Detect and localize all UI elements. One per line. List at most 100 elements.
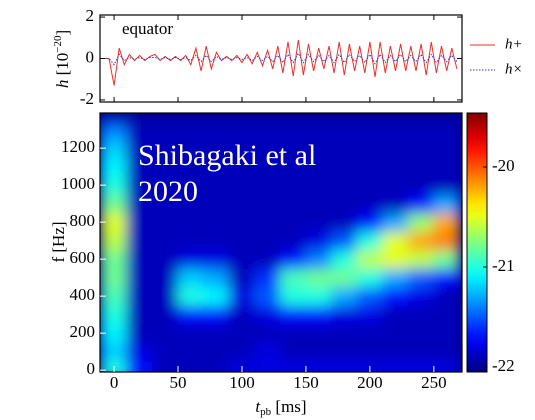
heat-cell bbox=[126, 342, 153, 362]
heat-cell bbox=[280, 120, 307, 139]
x-tick-label: 50 bbox=[170, 373, 187, 392]
heat-cell bbox=[408, 286, 435, 306]
heat-cell bbox=[203, 249, 230, 269]
heat-cell bbox=[357, 286, 384, 306]
heat-cell bbox=[433, 249, 460, 269]
heat-cell bbox=[126, 305, 153, 325]
heat-cell bbox=[305, 323, 332, 343]
heat-cell bbox=[203, 323, 230, 343]
top-y-label: h [10−20] bbox=[52, 30, 72, 88]
heat-cell bbox=[331, 268, 358, 288]
heat-cell bbox=[408, 231, 435, 251]
heat-cell bbox=[331, 231, 358, 251]
heat-cell bbox=[382, 157, 409, 177]
heat-cell bbox=[254, 342, 281, 362]
heat-cell bbox=[433, 138, 460, 158]
heat-cell bbox=[280, 342, 307, 362]
heat-cell bbox=[408, 157, 435, 177]
heat-cell bbox=[229, 231, 256, 251]
heat-cell bbox=[152, 323, 179, 343]
heat-cell bbox=[126, 249, 153, 269]
heat-cell bbox=[101, 305, 128, 325]
heat-cell bbox=[254, 175, 281, 195]
heat-cell bbox=[433, 342, 460, 362]
label-part: ] bbox=[53, 30, 72, 36]
legend-label: h× bbox=[505, 61, 523, 77]
heat-cell bbox=[229, 305, 256, 325]
heat-cell bbox=[357, 342, 384, 362]
heat-cell bbox=[305, 212, 332, 232]
label-part: −20 bbox=[52, 35, 64, 53]
y-tick-label: 1200 bbox=[61, 137, 95, 156]
heat-cell bbox=[331, 138, 358, 158]
heat-cell bbox=[178, 342, 205, 362]
annotation: 2020 bbox=[138, 175, 198, 208]
heat-cell bbox=[433, 305, 460, 325]
heat-cell bbox=[280, 286, 307, 306]
heat-cell bbox=[331, 212, 358, 232]
heat-cell bbox=[126, 360, 153, 380]
heat-cell bbox=[101, 194, 128, 214]
annotation: Shibagaki et al bbox=[138, 139, 316, 172]
heat-cell bbox=[178, 212, 205, 232]
heat-cell bbox=[254, 323, 281, 343]
heat-cell bbox=[152, 231, 179, 251]
heat-cell bbox=[101, 120, 128, 139]
y-tick-label: 1000 bbox=[61, 174, 95, 193]
heat-cell bbox=[305, 342, 332, 362]
heat-cell bbox=[178, 286, 205, 306]
heat-cell bbox=[101, 342, 128, 362]
heat-cell bbox=[433, 231, 460, 251]
heat-cell bbox=[305, 286, 332, 306]
colorbar-tick-label: -20 bbox=[492, 156, 515, 175]
x-tick-label: 150 bbox=[293, 373, 319, 392]
heat-cell bbox=[254, 305, 281, 325]
waveform bbox=[104, 40, 457, 86]
heat-cell bbox=[152, 268, 179, 288]
heat-cell bbox=[152, 212, 179, 232]
heat-cell bbox=[433, 268, 460, 288]
heat-cell bbox=[101, 268, 128, 288]
heat-cell bbox=[357, 305, 384, 325]
heat-cell bbox=[382, 305, 409, 325]
heat-cell bbox=[331, 120, 358, 139]
heat-cell bbox=[178, 268, 205, 288]
heat-cell bbox=[126, 231, 153, 251]
heat-cell bbox=[331, 249, 358, 269]
x-label: tpb [ms] bbox=[255, 397, 306, 418]
y-tick-label: 800 bbox=[70, 211, 96, 230]
heat-cell bbox=[433, 175, 460, 195]
heat-cell bbox=[433, 120, 460, 139]
x-tick-label: 100 bbox=[229, 373, 255, 392]
heat-cell bbox=[382, 138, 409, 158]
heat-cell bbox=[152, 342, 179, 362]
heat-cell bbox=[408, 323, 435, 343]
heat-cell bbox=[331, 286, 358, 306]
heat-cell bbox=[331, 194, 358, 214]
heat-cell bbox=[152, 249, 179, 269]
figure: equator h [10−20] f [Hz] tpb [ms] Shibag… bbox=[0, 0, 535, 420]
heat-cell bbox=[101, 231, 128, 251]
heat-cell bbox=[203, 231, 230, 251]
heat-cell bbox=[203, 360, 230, 380]
heat-cell bbox=[331, 323, 358, 343]
heat-cell bbox=[178, 249, 205, 269]
heat-cell bbox=[280, 268, 307, 288]
heat-cell bbox=[126, 120, 153, 139]
y-label: f [Hz] bbox=[49, 221, 68, 262]
heat-cell bbox=[382, 268, 409, 288]
heat-cell bbox=[229, 249, 256, 269]
heat-cell bbox=[280, 323, 307, 343]
heat-cell bbox=[357, 175, 384, 195]
x-tick-label: 0 bbox=[110, 373, 119, 392]
y-tick-label: 200 bbox=[70, 322, 96, 341]
heat-cell bbox=[357, 212, 384, 232]
heat-cell bbox=[178, 120, 205, 139]
y-tick-label: 400 bbox=[70, 285, 96, 304]
heat-cell bbox=[382, 360, 409, 380]
heat-cell bbox=[331, 157, 358, 177]
heat-cell bbox=[254, 360, 281, 380]
heat-cell bbox=[126, 286, 153, 306]
heat-cell bbox=[229, 175, 256, 195]
heat-cell bbox=[357, 231, 384, 251]
